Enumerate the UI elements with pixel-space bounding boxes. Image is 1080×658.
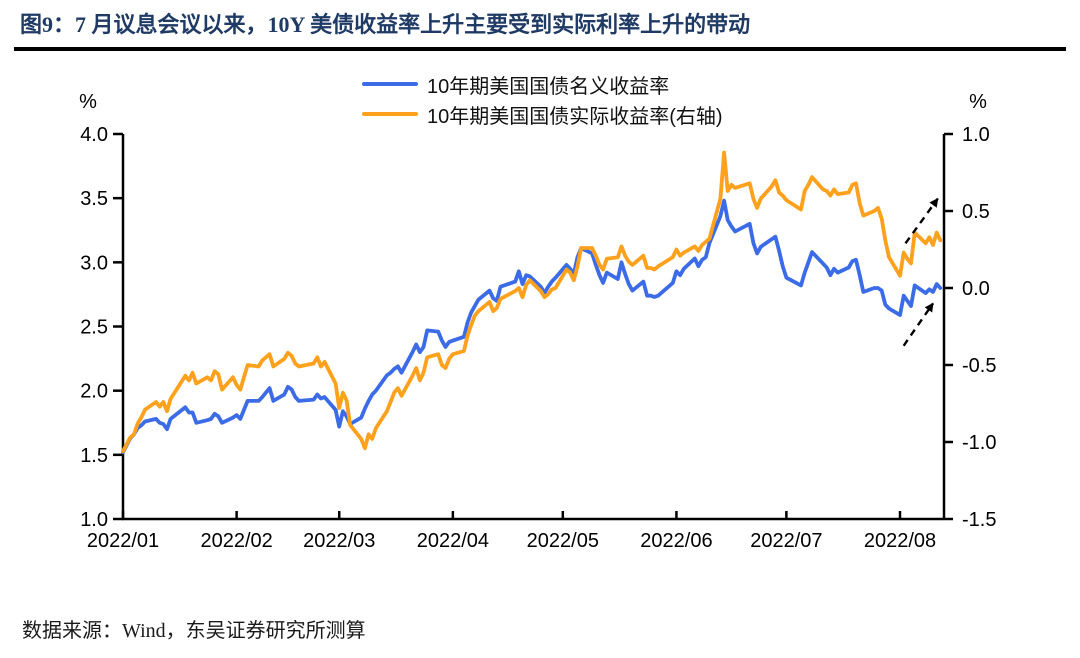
- left-axis-tick-label: 3.5: [80, 188, 108, 210]
- left-axis-tick-label: 2.0: [80, 381, 108, 403]
- nominal-10y-treasury-yield-line: [121, 198, 943, 455]
- right-axis-tick-label: -0.5: [962, 355, 996, 377]
- legend-item-real-yield: 10年期美国国债实际收益率(右轴): [362, 99, 723, 129]
- x-axis-tick-label: 2022/04: [417, 530, 489, 552]
- legend-label-real-yield: 10年期美国国债实际收益率(右轴): [427, 105, 723, 128]
- data-source: 数据来源：Wind，东吴证券研究所测算: [22, 620, 366, 642]
- right-axis-tick-label: 0.0: [962, 278, 990, 300]
- x-axis-tick-label: 2022/08: [864, 530, 936, 552]
- left-axis-tick-label: 4.0: [80, 124, 108, 146]
- real-10y-treasury-yield-line: [121, 150, 943, 454]
- left-axis-tick-label: 1.5: [80, 445, 108, 467]
- left-axis-tick-label: 2.5: [80, 317, 108, 339]
- x-axis-tick-label: 2022/06: [640, 530, 712, 552]
- figure-title: 图9：7 月议息会议以来，10Y 美债收益率上升主要受到实际利率上升的带动: [20, 12, 751, 37]
- legend-line-swatch-orange: [362, 112, 418, 116]
- legend-item-nominal-yield: 10年期美国国债名义收益率: [362, 69, 723, 99]
- left-axis-tick-label: 1.0: [80, 509, 108, 531]
- left-axis-unit: %: [79, 91, 97, 113]
- trend-arrow: [902, 302, 934, 347]
- right-axis-tick-label: 0.5: [962, 201, 990, 223]
- x-axis-tick-label: 2022/07: [750, 530, 822, 552]
- x-axis-tick-label: 2022/03: [303, 530, 375, 552]
- chart-legend: 10年期美国国债名义收益率 10年期美国国债实际收益率(右轴): [362, 69, 723, 129]
- title-divider: [14, 47, 1066, 51]
- legend-label-nominal-yield: 10年期美国国债名义收益率: [427, 75, 670, 98]
- trend-arrow: [904, 197, 939, 245]
- x-axis-tick-label: 2022/05: [527, 530, 599, 552]
- right-axis-tick-label: -1.0: [962, 432, 996, 454]
- x-axis-tick-label: 2022/01: [87, 530, 159, 552]
- x-axis-tick-label: 2022/02: [200, 530, 272, 552]
- right-axis-tick-label: 1.0: [962, 124, 990, 146]
- legend-line-swatch-blue: [362, 82, 418, 86]
- right-axis-unit: %: [969, 91, 987, 113]
- right-axis-tick-label: -1.5: [962, 509, 996, 531]
- left-axis-tick-label: 3.0: [80, 252, 108, 274]
